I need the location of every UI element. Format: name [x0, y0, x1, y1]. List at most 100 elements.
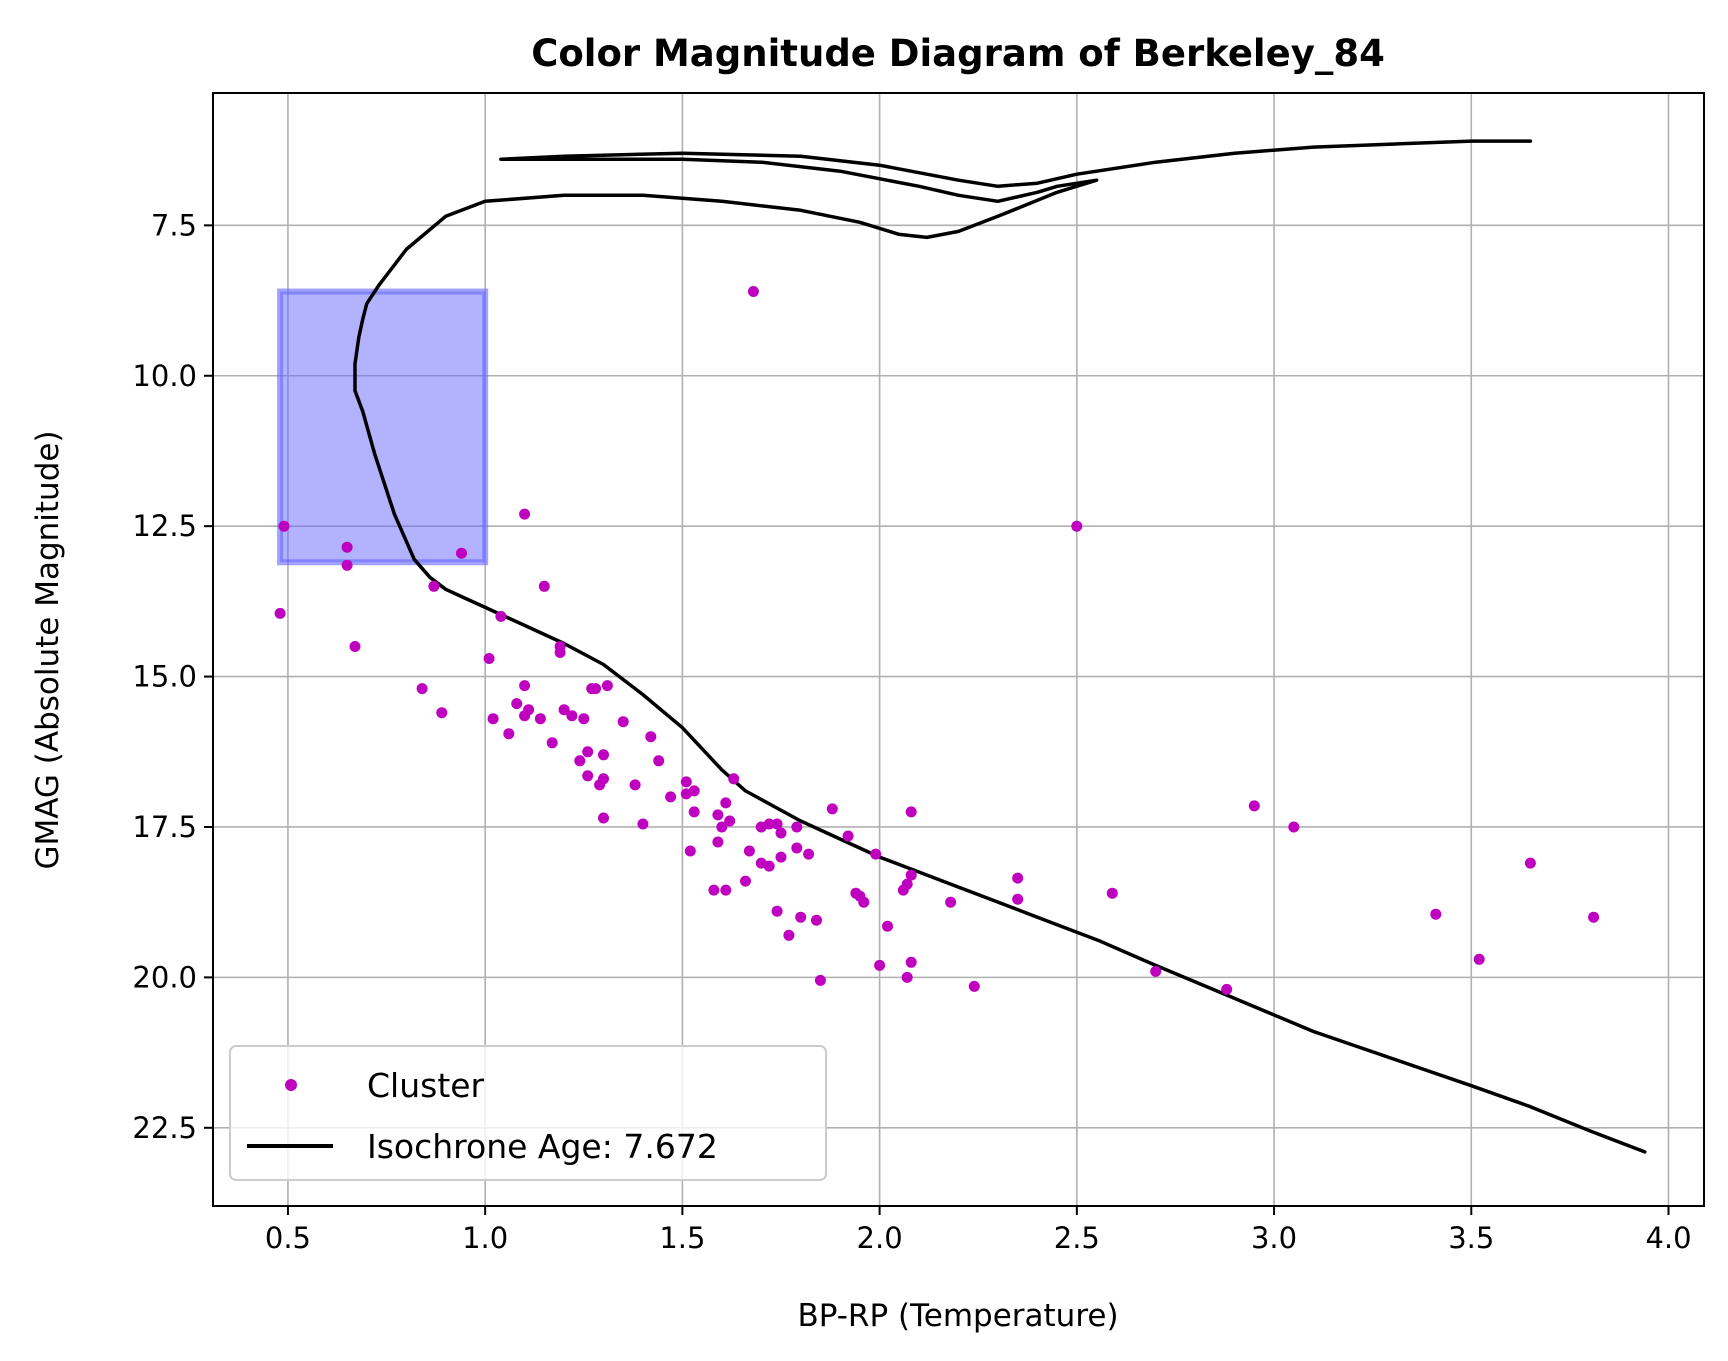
legend-cluster-marker	[285, 1079, 297, 1091]
cluster-point	[688, 806, 700, 818]
cluster-point	[637, 818, 649, 830]
cluster-point	[436, 707, 448, 719]
legend-cluster-label: Cluster	[367, 1066, 485, 1105]
cluster-point	[519, 680, 531, 692]
cluster-point	[534, 713, 546, 725]
cluster-point	[578, 713, 590, 725]
cluster-point	[791, 842, 803, 854]
cluster-point	[728, 773, 740, 785]
cluster-point	[349, 641, 361, 652]
x-axis-ticks: 0.5 1.0 1.5 2.0 2.5 3.0 3.5 4.0	[265, 1206, 1692, 1255]
cluster-point	[278, 520, 290, 532]
cluster-point	[519, 508, 531, 520]
cluster-point	[771, 905, 783, 917]
cluster-point	[901, 971, 913, 983]
cluster-point	[416, 683, 428, 695]
cluster-point	[1288, 821, 1300, 833]
cluster-point	[617, 716, 629, 728]
cluster-point	[712, 809, 724, 821]
cluster-point	[1430, 908, 1442, 920]
cluster-point	[1071, 520, 1083, 532]
legend-isochrone-label: Isochrone Age: 7.672	[367, 1127, 718, 1166]
cluster-point	[601, 680, 613, 692]
cluster-point	[795, 911, 807, 923]
highlight-box-layer	[277, 288, 489, 566]
grid	[213, 93, 1704, 1206]
cluster-point	[1221, 983, 1233, 995]
cluster-point	[743, 845, 755, 857]
x-tick-label: 2.5	[1054, 1221, 1100, 1255]
cluster-point	[1473, 953, 1485, 965]
cluster-point	[724, 815, 736, 827]
cluster-point	[456, 547, 467, 559]
cluster-point	[775, 827, 787, 839]
cluster-point	[716, 821, 728, 833]
x-tick-label: 4.0	[1645, 1221, 1691, 1255]
cluster-point	[783, 929, 795, 941]
cluster-point	[538, 580, 550, 592]
cluster-point	[897, 884, 909, 896]
cluster-point	[720, 884, 732, 896]
cluster-point	[558, 704, 570, 716]
legend-frame	[229, 1045, 827, 1181]
cluster-point	[511, 698, 523, 710]
highlight-box	[277, 288, 489, 566]
cluster-point	[598, 812, 609, 824]
x-tick-label: 0.5	[265, 1221, 311, 1255]
cluster-point	[905, 806, 917, 818]
isochrone-line	[353, 139, 1647, 1154]
x-tick-label: 1.0	[462, 1221, 508, 1255]
cluster-point	[803, 848, 815, 860]
y-tick-label: 10.0	[132, 359, 197, 393]
cluster-point	[487, 713, 499, 725]
cluster-point	[582, 770, 594, 782]
cluster-point	[629, 779, 641, 791]
cluster-point	[945, 896, 957, 908]
cluster-point	[874, 959, 886, 971]
x-axis-label: BP-RP (Temperature)	[797, 1298, 1118, 1334]
cluster-point	[791, 821, 803, 833]
x-tick-label: 3.5	[1448, 1221, 1494, 1255]
y-tick-label: 7.5	[151, 208, 197, 242]
cluster-point	[341, 541, 353, 553]
cluster-point	[771, 818, 783, 830]
y-tick-label: 22.5	[132, 1111, 197, 1145]
cluster-point	[814, 974, 826, 986]
cluster-point	[1524, 857, 1536, 869]
cluster-point	[712, 836, 724, 848]
cluster-point	[574, 755, 586, 767]
plot-frame	[212, 92, 1705, 1207]
cluster-point	[1150, 965, 1162, 977]
cluster-point	[546, 737, 558, 749]
isochrone-layer	[353, 139, 1647, 1154]
cluster-point	[503, 728, 515, 740]
cluster-point	[598, 749, 609, 761]
cluster-point	[665, 791, 677, 803]
cluster-point	[598, 773, 609, 785]
cluster-point	[495, 610, 507, 622]
cluster-point	[708, 884, 720, 896]
cluster-point	[1248, 800, 1260, 812]
cluster-point	[519, 710, 531, 722]
y-tick-label: 17.5	[132, 810, 197, 844]
cluster-point	[680, 776, 692, 788]
cluster-point	[870, 848, 882, 860]
x-tick-label: 3.0	[1251, 1221, 1297, 1255]
cluster-point	[1012, 893, 1024, 905]
cluster-point	[858, 896, 870, 908]
cluster-point	[755, 821, 767, 833]
cluster-point	[688, 785, 700, 797]
y-tick-label: 12.5	[132, 509, 197, 543]
y-axis-ticks: 7.5 10.0 12.5 15.0 17.5 20.0 22.5	[132, 208, 213, 1145]
x-tick-label: 2.0	[857, 1221, 903, 1255]
cluster-point	[747, 286, 759, 297]
cluster-point	[968, 980, 980, 992]
cluster-point	[1106, 887, 1118, 899]
cluster-point	[775, 851, 787, 863]
cluster-point	[720, 797, 732, 809]
cluster-point	[905, 869, 917, 881]
cluster-point	[826, 803, 838, 815]
cluster-point	[341, 559, 353, 571]
cluster-point	[1588, 911, 1600, 923]
